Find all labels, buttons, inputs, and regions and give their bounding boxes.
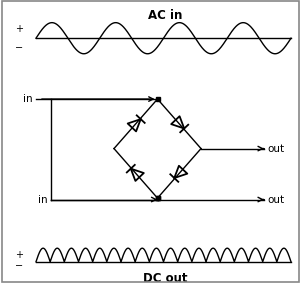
Text: +: + [16, 250, 23, 260]
Text: DC out: DC out [143, 272, 187, 283]
Text: +: + [16, 24, 23, 34]
Text: in: in [38, 194, 48, 205]
Text: in: in [23, 94, 33, 104]
Text: out: out [267, 143, 284, 154]
Text: out: out [267, 194, 284, 205]
Text: AC in: AC in [148, 9, 182, 22]
Text: −: − [15, 261, 24, 271]
Text: −: − [15, 42, 24, 53]
